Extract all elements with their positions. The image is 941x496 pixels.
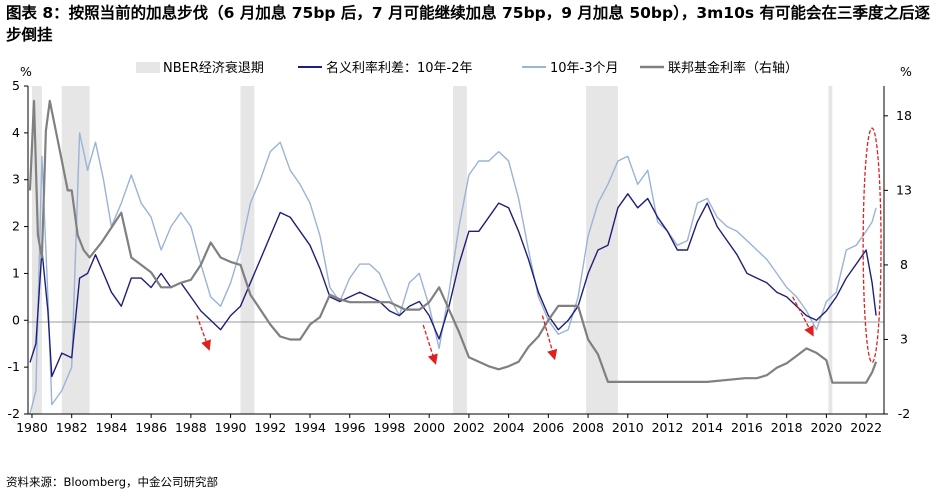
recession-band-5 <box>828 86 833 414</box>
left-tick-label-3: 1 <box>12 265 20 280</box>
left-tick-label-5: 3 <box>12 172 20 187</box>
x-tick-label-17: 2014 <box>691 420 723 435</box>
left-tick-label-1: -1 <box>8 359 20 374</box>
annotation-arrow-3 <box>792 296 814 337</box>
series-line-2 <box>28 99 878 384</box>
right-tick-label-0: -2 <box>898 406 910 421</box>
recession-band-2 <box>240 86 255 414</box>
annotation-arrow-1 <box>422 324 438 365</box>
left-tick-label-2: 0 <box>12 312 20 327</box>
x-tick-label-8: 1996 <box>334 420 366 435</box>
x-tick-label-7: 1994 <box>294 420 326 435</box>
legend-swatch-recession <box>136 62 160 73</box>
x-tick-label-18: 2016 <box>731 420 763 435</box>
right-tick-label-2: 8 <box>900 257 908 272</box>
annotation-arrow-2 <box>541 315 558 361</box>
recession-bands <box>31 86 833 414</box>
x-tick-label-16: 2012 <box>652 420 684 435</box>
left-tick-label-4: 2 <box>12 219 20 234</box>
series-line-0 <box>29 193 877 378</box>
right-tick-label-4: 18 <box>896 108 912 123</box>
right-axis-unit: % <box>900 64 912 79</box>
recession-band-3 <box>453 86 467 414</box>
recession-band-0 <box>31 86 42 414</box>
x-tick-label-2: 1984 <box>96 420 128 435</box>
left-axis-unit: % <box>20 64 32 79</box>
x-tick-label-1: 1982 <box>56 420 88 435</box>
tick-labels: 1980 1982 1984 1986 1988 1990 1992 1994 1996 1998… <box>8 78 912 435</box>
legend-label-fedfunds: 联邦基金利率（右轴） <box>668 60 798 76</box>
recession-band-4 <box>586 86 618 414</box>
legend: NBER经济衰退期 名义利率利差：10年-2年 10年-3个月 联邦基金利率（右… <box>136 60 798 76</box>
x-tick-label-11: 2002 <box>453 420 485 435</box>
axes <box>27 86 885 415</box>
x-tick-label-19: 2018 <box>771 420 803 435</box>
source-note: 资料来源：Bloomberg，中金公司研究部 <box>6 475 219 489</box>
x-tick-label-4: 1988 <box>175 420 207 435</box>
right-tick-label-1: 3 <box>900 331 908 346</box>
annotation-arrow-0 <box>196 315 211 351</box>
x-tick-label-15: 2010 <box>612 420 644 435</box>
right-tick-label-3: 13 <box>896 182 912 197</box>
legend-label-recession: NBER经济衰退期 <box>163 60 264 76</box>
x-tick-label-0: 1980 <box>16 420 48 435</box>
left-tick-label-7: 5 <box>12 78 20 93</box>
x-tick-label-3: 1986 <box>135 420 167 435</box>
x-tick-label-5: 1990 <box>215 420 247 435</box>
series-lines <box>28 99 878 415</box>
x-tick-label-6: 1992 <box>254 420 286 435</box>
x-tick-label-21: 2022 <box>850 420 882 435</box>
annotations <box>196 127 882 365</box>
x-tick-label-20: 2020 <box>810 420 842 435</box>
x-tick-label-13: 2006 <box>532 420 564 435</box>
x-tick-label-10: 2000 <box>413 420 445 435</box>
left-tick-label-0: -2 <box>8 406 20 421</box>
annotation-ellipse-4 <box>862 127 882 364</box>
left-tick-label-6: 4 <box>12 125 20 140</box>
x-tick-label-14: 2008 <box>572 420 604 435</box>
legend-label-10y3m: 10年-3个月 <box>550 61 619 76</box>
chart-title: 图表 8：按照当前的加息步伐（6 月加息 75bp 后，7 月可能继续加息 75… <box>6 4 930 44</box>
x-tick-label-9: 1998 <box>374 420 406 435</box>
legend-label-10y2y: 名义利率利差：10年-2年 <box>326 60 473 76</box>
x-tick-label-12: 2004 <box>493 420 525 435</box>
